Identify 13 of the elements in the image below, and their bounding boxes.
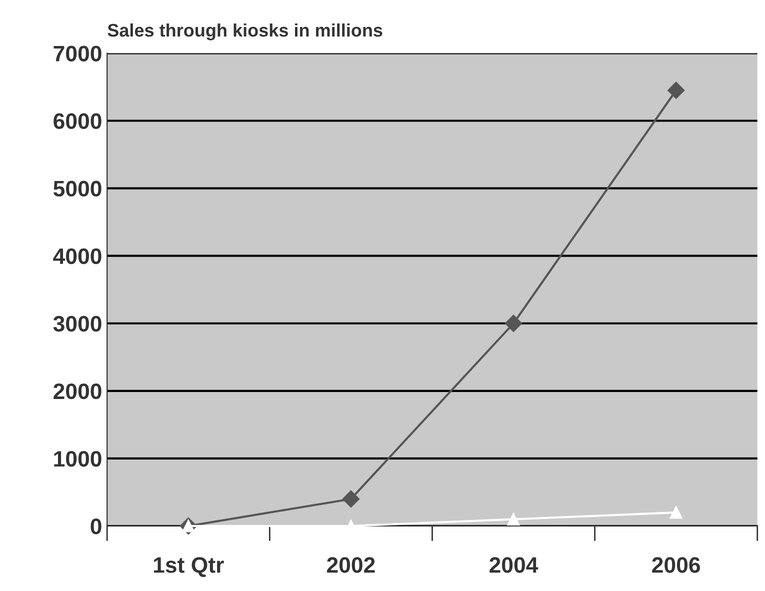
x-tick-label: 2006 (652, 557, 700, 573)
y-tick-label: 1000 (54, 450, 102, 467)
y-tick-label: 7000 (54, 46, 102, 62)
x-tick-label: 2004 (490, 557, 538, 573)
x-tick-label: 2002 (327, 557, 375, 573)
chart-title: Sales through kiosks in millions (108, 23, 382, 40)
y-tick-label: 3000 (53, 316, 102, 332)
y-tick-label: 6000 (54, 113, 102, 130)
y-tick-label: 5000 (53, 180, 102, 197)
y-tick-label: 4000 (53, 248, 102, 264)
x-tick-label: 1st Qtr (154, 557, 224, 578)
y-tick-label: 2000 (54, 383, 102, 400)
y-tick-label: 0 (90, 518, 102, 534)
